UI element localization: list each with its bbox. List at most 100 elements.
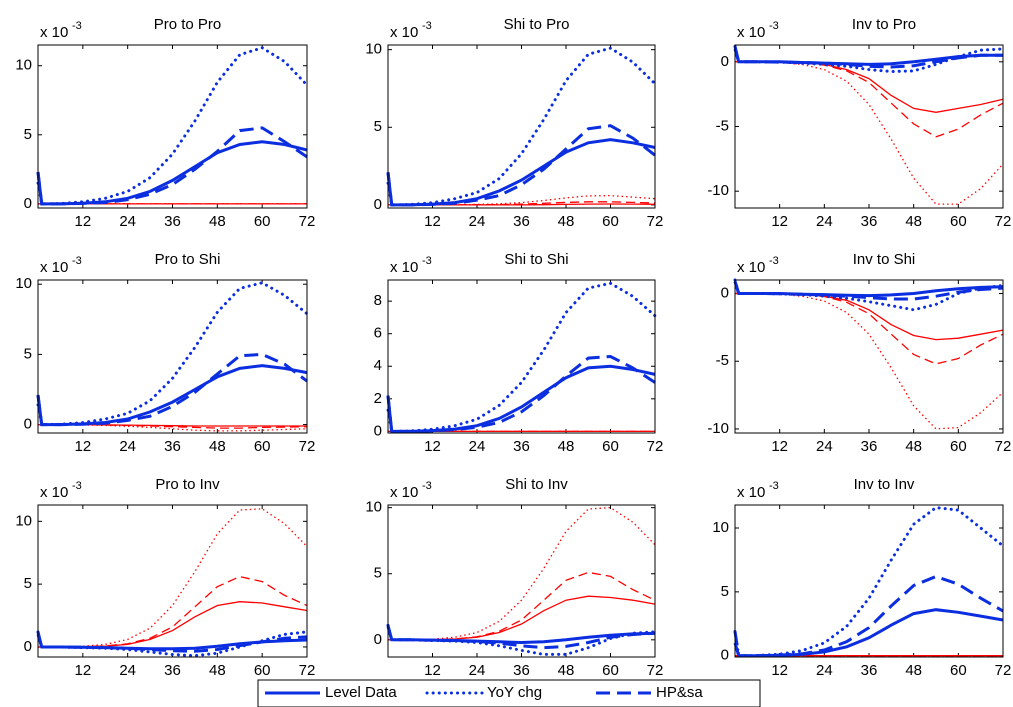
y-tick-label: 0 (721, 53, 729, 70)
x-tick-label: 60 (254, 213, 271, 230)
series-line (388, 571, 656, 641)
series-line (388, 595, 656, 641)
series-line (36, 140, 308, 206)
axes-box (387, 279, 656, 434)
axes-box (37, 279, 308, 434)
x-tick-label: 12 (74, 438, 91, 455)
y-tick-label: 0 (24, 416, 32, 433)
scale-exponent: -3 (72, 20, 82, 32)
x-tick-label: 48 (905, 213, 922, 230)
x-tick-label: 12 (74, 213, 91, 230)
series-line (36, 630, 309, 658)
x-tick-label: 12 (74, 662, 91, 679)
x-tick-label: 12 (424, 213, 441, 230)
panel-title: Pro to Shi (155, 251, 221, 268)
x-tick-label: 72 (995, 662, 1012, 679)
x-tick-label: 48 (558, 662, 575, 679)
y-tick-label: 5 (24, 575, 32, 592)
x-tick-label: 36 (164, 213, 181, 230)
y-tick-label: 10 (365, 499, 382, 516)
x-tick-label: 48 (558, 213, 575, 230)
series-line (386, 124, 656, 207)
x-tick-label: 36 (513, 438, 530, 455)
legend-label: HP&sa (656, 684, 703, 701)
y-tick-label: 0 (721, 285, 729, 302)
axes-box (734, 279, 1004, 434)
scale-exponent: -3 (769, 480, 779, 492)
scale-exponent: -3 (72, 255, 82, 267)
y-tick-label: 0 (24, 195, 32, 212)
x-tick-label: 24 (816, 438, 833, 455)
panel-title: Shi to Pro (504, 16, 570, 33)
y-tick-label: 0 (374, 196, 382, 213)
series-line (38, 575, 308, 648)
axes-box (387, 44, 656, 209)
x-tick-label: 48 (209, 438, 226, 455)
panel-title: Inv to Inv (854, 476, 915, 493)
series-line (735, 292, 1004, 430)
series-line (733, 574, 1004, 658)
legend-label: Level Data (325, 684, 397, 701)
series-line (735, 292, 1004, 341)
x-tick-label: 48 (905, 662, 922, 679)
x-tick-label: 12 (424, 662, 441, 679)
scale-multiplier: x 10 (390, 24, 418, 41)
scale-exponent: -3 (422, 20, 432, 32)
axes-box (734, 504, 1004, 658)
y-tick-label: 2 (374, 390, 382, 407)
y-tick-label: 10 (15, 57, 32, 74)
scale-exponent: -3 (422, 480, 432, 492)
x-tick-label: 48 (209, 662, 226, 679)
axes-box (387, 504, 656, 658)
panel-title: Shi to Inv (505, 476, 568, 493)
scale-exponent: -3 (769, 20, 779, 32)
y-tick-label: 6 (374, 325, 382, 342)
x-tick-label: 60 (254, 662, 271, 679)
x-tick-label: 72 (647, 438, 664, 455)
x-tick-label: 24 (119, 662, 136, 679)
x-tick-label: 48 (558, 438, 575, 455)
y-tick-label: 0 (721, 647, 729, 664)
x-tick-label: 24 (816, 213, 833, 230)
y-tick-label: 5 (721, 583, 729, 600)
panel-title: Inv to Pro (852, 16, 916, 33)
panel-title: Shi to Shi (504, 251, 568, 268)
legend-label: YoY chg (487, 684, 542, 701)
series-line (386, 364, 656, 433)
x-tick-label: 24 (469, 213, 486, 230)
series-line (388, 201, 656, 206)
y-tick-label: 0 (374, 631, 382, 648)
axes-box (734, 44, 1004, 209)
y-tick-label: 10 (15, 275, 32, 292)
x-tick-label: 12 (771, 213, 788, 230)
x-tick-label: 36 (861, 213, 878, 230)
x-tick-label: 60 (602, 438, 619, 455)
series-line (733, 44, 1005, 74)
x-tick-label: 24 (119, 438, 136, 455)
y-tick-label: -5 (716, 352, 729, 369)
series-line (733, 608, 1004, 658)
y-tick-label: 5 (24, 345, 32, 362)
y-tick-label: -10 (707, 182, 729, 199)
x-tick-label: 24 (816, 662, 833, 679)
x-tick-label: 60 (254, 438, 271, 455)
series-line (733, 48, 1003, 66)
series-line (36, 364, 308, 427)
series-line (733, 506, 1005, 658)
x-tick-label: 24 (469, 662, 486, 679)
x-tick-label: 48 (905, 438, 922, 455)
x-tick-label: 60 (950, 213, 967, 230)
x-tick-label: 72 (647, 213, 664, 230)
x-tick-label: 60 (602, 213, 619, 230)
scale-multiplier: x 10 (737, 24, 765, 41)
series-line (386, 354, 656, 433)
x-tick-label: 72 (995, 438, 1012, 455)
y-tick-label: 5 (374, 565, 382, 582)
series-line (388, 506, 656, 641)
axes-box (37, 44, 308, 209)
scale-multiplier: x 10 (40, 259, 68, 276)
legend-box (257, 679, 761, 707)
y-tick-label: 10 (712, 519, 729, 536)
scale-exponent: -3 (769, 255, 779, 267)
